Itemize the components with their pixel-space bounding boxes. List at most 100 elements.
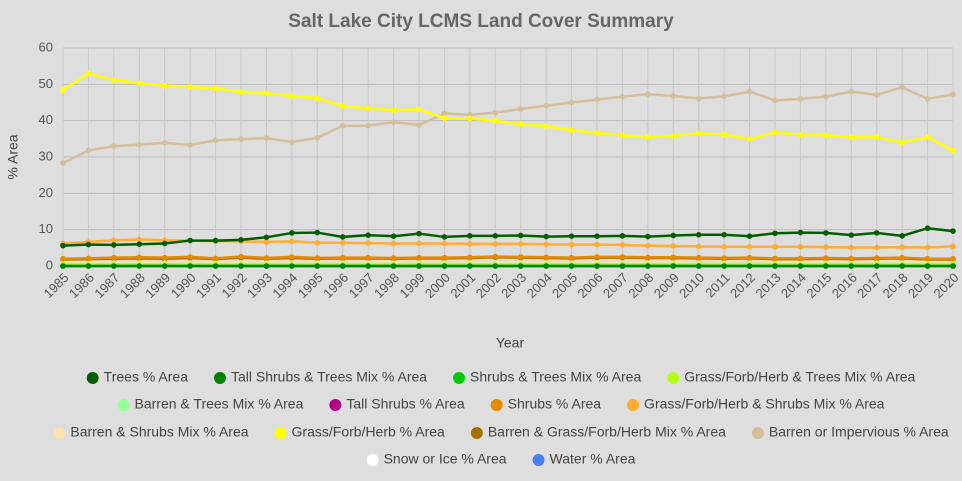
- point: [416, 240, 422, 247]
- point: [289, 93, 295, 99]
- point: [161, 263, 168, 269]
- point: [924, 225, 931, 232]
- point: [111, 254, 117, 261]
- point: [517, 263, 524, 269]
- point: [543, 254, 549, 261]
- line: [62, 255, 953, 260]
- point: [365, 122, 371, 129]
- legend-marker: [667, 372, 680, 384]
- point: [645, 242, 651, 249]
- point: [823, 255, 829, 261]
- point: [924, 134, 931, 140]
- point: [568, 241, 575, 248]
- point: [772, 129, 778, 136]
- legend-label: Barren & Shrubs Mix % Area: [70, 424, 248, 440]
- point: [873, 134, 880, 140]
- point: [289, 238, 295, 245]
- point: [136, 263, 143, 269]
- point: [797, 243, 804, 250]
- point: [492, 263, 499, 269]
- point: [416, 106, 422, 113]
- point: [543, 241, 549, 247]
- point: [339, 263, 346, 269]
- point: [390, 255, 397, 261]
- point: [823, 230, 829, 236]
- point: [746, 263, 753, 269]
- point: [594, 130, 600, 136]
- point: [619, 233, 626, 239]
- point: [797, 263, 804, 269]
- point: [161, 82, 168, 89]
- point: [339, 122, 346, 129]
- point: [924, 263, 931, 269]
- point: [568, 99, 575, 106]
- point: [594, 241, 600, 248]
- point: [60, 242, 66, 249]
- point: [695, 263, 702, 269]
- y-tick-label: 30: [39, 148, 53, 163]
- point: [289, 254, 295, 260]
- point: [187, 142, 193, 148]
- point: [568, 127, 575, 133]
- point: [467, 241, 473, 247]
- point: [467, 254, 473, 261]
- point: [136, 80, 143, 87]
- point: [721, 93, 727, 100]
- point: [111, 143, 117, 149]
- legend-label: Trees % Area: [104, 369, 189, 385]
- point: [212, 255, 219, 262]
- legend-label: Barren or Impervious % Area: [769, 424, 949, 440]
- y-axis-label: % Area: [5, 134, 21, 179]
- point: [416, 122, 422, 128]
- point: [85, 241, 92, 248]
- point: [695, 130, 702, 137]
- point: [390, 233, 397, 240]
- point: [467, 233, 473, 239]
- point: [772, 97, 778, 104]
- point: [568, 263, 575, 269]
- point: [924, 255, 931, 262]
- point: [848, 134, 855, 141]
- point: [899, 233, 905, 239]
- line: [62, 226, 954, 247]
- point: [721, 263, 727, 269]
- point: [645, 233, 651, 240]
- point: [238, 237, 244, 243]
- point: [111, 263, 117, 269]
- point: [645, 134, 651, 141]
- point: [187, 84, 193, 90]
- point: [441, 110, 448, 117]
- point: [950, 228, 956, 234]
- legend-marker: [490, 399, 503, 411]
- point: [772, 263, 778, 269]
- chart-title: Salt Lake City LCMS Land Cover Summary: [288, 11, 674, 32]
- point: [492, 241, 499, 247]
- point: [212, 85, 219, 92]
- point: [238, 253, 244, 260]
- point: [314, 263, 321, 269]
- legend-label: Water % Area: [550, 451, 636, 467]
- point: [289, 263, 295, 269]
- point: [899, 139, 905, 146]
- point: [670, 232, 677, 239]
- point: [60, 87, 66, 93]
- point: [848, 244, 855, 251]
- point: [746, 233, 753, 240]
- point: [416, 263, 422, 269]
- point: [212, 137, 219, 144]
- y-tick-label: 20: [39, 185, 53, 200]
- point: [619, 93, 626, 100]
- point: [543, 123, 549, 129]
- legend-marker: [86, 372, 99, 384]
- point: [848, 263, 855, 269]
- point: [263, 239, 270, 245]
- legend-marker: [366, 454, 379, 466]
- point: [289, 139, 295, 145]
- point: [695, 95, 702, 102]
- point: [746, 136, 753, 142]
- point: [390, 240, 397, 247]
- point: [670, 133, 677, 139]
- point: [924, 96, 931, 102]
- point: [60, 160, 66, 166]
